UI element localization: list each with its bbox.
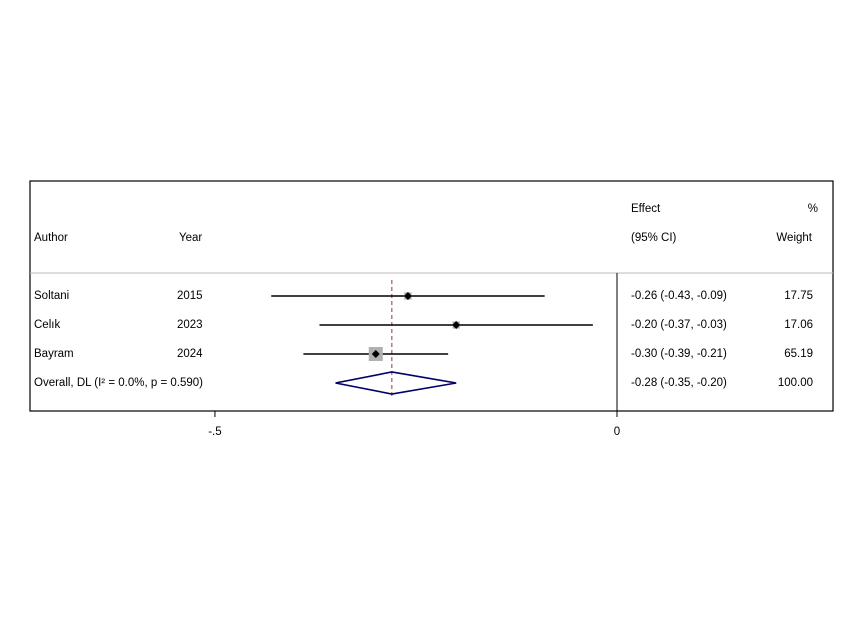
year: 2015	[177, 290, 203, 302]
author: Celık	[34, 319, 60, 331]
header-effect: Effect	[631, 203, 661, 215]
point-estimate	[403, 292, 412, 300]
author: Soltani	[34, 290, 69, 302]
year: 2024	[177, 348, 203, 360]
header-year: Year	[179, 232, 202, 244]
author: Bayram	[34, 348, 74, 360]
weight-label: 17.06	[784, 319, 813, 331]
weight-label: 65.19	[784, 348, 813, 360]
overall-diamond	[335, 371, 457, 395]
header-ci: (95% CI)	[631, 232, 677, 244]
effect-label: -0.30 (-0.39, -0.21)	[631, 348, 727, 360]
frame	[29, 180, 834, 412]
header-percent: %	[808, 203, 818, 215]
point-estimate	[452, 321, 461, 329]
x-tick-label: 0	[614, 426, 620, 438]
effect-label: -0.20 (-0.37, -0.03)	[631, 319, 727, 331]
effect-label: -0.26 (-0.43, -0.09)	[631, 290, 727, 302]
point-estimate	[371, 350, 380, 358]
overall-weight-label: 100.00	[778, 377, 813, 389]
header-weight: Weight	[776, 232, 812, 244]
x-tick-label: -.5	[208, 426, 221, 438]
header-author: Author	[34, 232, 68, 244]
overall-label: Overall, DL (I² = 0.0%, p = 0.590)	[34, 377, 203, 389]
year: 2023	[177, 319, 203, 331]
weight-label: 17.75	[784, 290, 813, 302]
overall-effect-label: -0.28 (-0.35, -0.20)	[631, 377, 727, 389]
